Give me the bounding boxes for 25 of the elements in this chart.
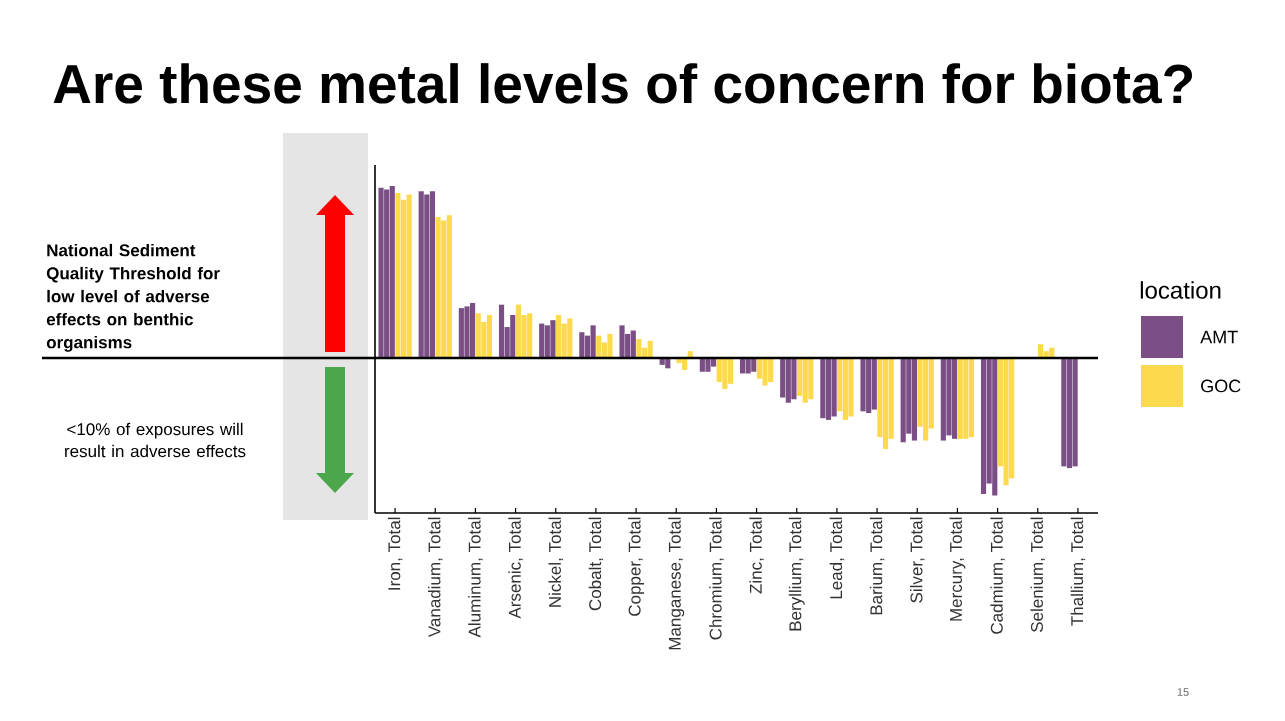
x-tick-label: Beryllium, Total	[788, 517, 805, 631]
x-tick-label: Lead, Total	[829, 517, 845, 599]
legend-label: AMT	[1200, 330, 1238, 344]
text: 15	[1177, 688, 1189, 696]
legend-label: GOC	[1201, 379, 1241, 393]
x-tick-label: Mercury, Total	[949, 517, 966, 621]
x-tick-label: Manganese, Total	[668, 517, 685, 650]
x-tick-label: Chromium, Total	[709, 517, 724, 640]
x-tick-label: Iron, Total	[387, 517, 403, 590]
x-tick-label: Aluminum, Total	[468, 517, 483, 638]
x-tick-label: Barium, Total	[869, 517, 885, 615]
x-tick-label: Zinc, Total	[749, 517, 764, 594]
chart-title: Are these metal levels of concern for biota?	[53, 63, 1193, 104]
x-tick-label: Vanadium, Total	[428, 517, 443, 638]
x-tick-label: Thallium, Total	[1070, 517, 1086, 626]
x-tick-label: Copper, Total	[628, 517, 645, 616]
x-tick-label: Selenium, Total	[1030, 517, 1046, 632]
x-tick-label: Cadmium, Total	[990, 517, 1005, 634]
x-tick-label: Silver, Total	[910, 517, 925, 603]
legend-title: location	[1140, 281, 1221, 299]
ref-line-label: National Sediment Quality Threshold for low level of adverse effects on benthic organisms	[46, 243, 220, 352]
text: <10% of exposures will result in adverse effects	[65, 422, 246, 458]
x-tick-label: Arsenic, Total	[508, 517, 523, 619]
x-tick-label: Cobalt, Total	[588, 517, 604, 611]
x-tick-label: Nickel, Total	[548, 517, 563, 607]
